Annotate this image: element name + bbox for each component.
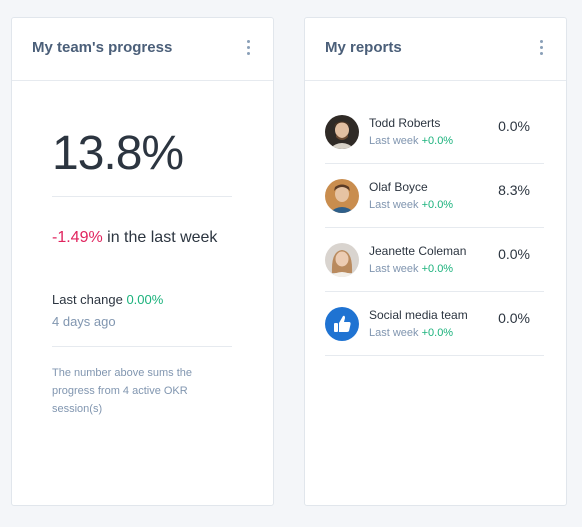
reports-menu-icon[interactable]: [536, 40, 546, 60]
divider: [52, 196, 232, 197]
person-avatar: [325, 179, 359, 213]
report-value: 0.0%: [498, 310, 530, 326]
report-value: 0.0%: [498, 118, 530, 134]
report-name: Olaf Boyce: [369, 180, 428, 194]
reports-header: My reports: [305, 18, 566, 81]
report-last-week: Last week +0.0%: [369, 327, 453, 339]
report-list: Todd Roberts Last week +0.0% 0.0% Olaf B…: [325, 101, 544, 356]
report-item[interactable]: Jeanette Coleman Last week +0.0% 0.0%: [325, 229, 544, 292]
last-change-time: 4 days ago: [52, 314, 116, 329]
person-avatar: [325, 243, 359, 277]
last-week-value: +0.0%: [421, 199, 454, 211]
last-week-label: Last week: [369, 199, 422, 211]
team-progress-menu-icon[interactable]: [243, 40, 253, 60]
report-last-week: Last week +0.0%: [369, 263, 453, 275]
progress-note: The number above sums the progress from …: [52, 367, 193, 415]
last-change-label: Last change: [52, 292, 127, 307]
last-change-value: 0.00%: [126, 292, 164, 307]
team-progress-value: 13.8%: [52, 127, 184, 180]
last-week-value: +0.0%: [421, 263, 454, 275]
team-avatar: [325, 307, 359, 341]
report-value: 8.3%: [498, 182, 530, 198]
report-item[interactable]: Olaf Boyce Last week +0.0% 8.3%: [325, 165, 544, 228]
report-name: Jeanette Coleman: [369, 244, 467, 258]
person-avatar: [325, 115, 359, 149]
team-progress-header: My team's progress: [12, 18, 273, 81]
last-week-value: +0.0%: [421, 135, 454, 147]
last-week-label: Last week: [369, 135, 422, 147]
last-change: Last change 0.00%: [52, 292, 163, 307]
reports-card: My reports Todd Roberts Last week +0.0% …: [304, 17, 567, 506]
thumbs-up-icon: [334, 315, 351, 332]
report-name: Social media team: [369, 308, 468, 322]
report-last-week: Last week +0.0%: [369, 135, 453, 147]
report-last-week: Last week +0.0%: [369, 199, 453, 211]
report-name: Todd Roberts: [369, 116, 441, 130]
last-week-label: Last week: [369, 327, 422, 339]
team-progress-card: My team's progress 13.8% -1.49% in the l…: [11, 17, 274, 506]
weekly-change-value: -1.49%: [52, 229, 103, 246]
report-item[interactable]: Social media team Last week +0.0% 0.0%: [325, 293, 544, 356]
divider: [52, 346, 232, 347]
last-week-value: +0.0%: [421, 327, 454, 339]
report-value: 0.0%: [498, 246, 530, 262]
weekly-change-suffix: in the last week: [102, 229, 218, 246]
last-week-label: Last week: [369, 263, 422, 275]
weekly-change: -1.49% in the last week: [52, 229, 217, 247]
reports-title: My reports: [325, 39, 402, 56]
team-progress-title: My team's progress: [32, 39, 173, 56]
report-item[interactable]: Todd Roberts Last week +0.0% 0.0%: [325, 101, 544, 164]
